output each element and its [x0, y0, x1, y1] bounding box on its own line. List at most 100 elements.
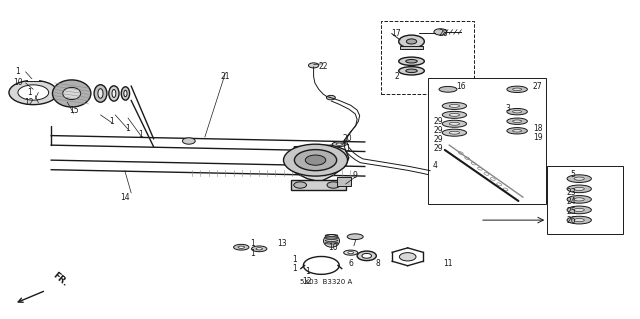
Circle shape [327, 182, 340, 188]
Text: 6: 6 [348, 259, 353, 268]
Text: 29: 29 [433, 117, 444, 126]
Ellipse shape [442, 129, 467, 136]
Ellipse shape [567, 185, 591, 193]
Ellipse shape [507, 118, 527, 124]
Bar [547, 166, 623, 234]
Text: 1: 1 [345, 144, 350, 153]
Ellipse shape [124, 90, 127, 97]
Ellipse shape [122, 87, 130, 100]
Text: 1: 1 [15, 67, 20, 76]
Text: 22: 22 [319, 63, 328, 71]
Text: 12: 12 [303, 277, 312, 286]
Ellipse shape [513, 130, 522, 132]
Ellipse shape [406, 59, 417, 63]
Ellipse shape [109, 86, 119, 101]
Circle shape [399, 35, 424, 48]
Circle shape [182, 138, 195, 144]
Ellipse shape [567, 216, 591, 224]
Ellipse shape [112, 90, 116, 98]
Ellipse shape [399, 57, 424, 65]
Bar [381, 21, 474, 94]
Text: 1: 1 [292, 255, 297, 263]
Ellipse shape [399, 67, 424, 75]
Ellipse shape [574, 198, 584, 201]
Text: 28: 28 [438, 29, 447, 38]
Text: 15: 15 [68, 106, 79, 115]
Text: 4: 4 [433, 161, 438, 170]
Ellipse shape [238, 246, 244, 248]
Text: 9: 9 [353, 171, 358, 180]
Text: 10: 10 [328, 243, 338, 252]
Text: 5: 5 [570, 170, 575, 179]
Ellipse shape [442, 102, 467, 109]
Circle shape [284, 144, 348, 176]
Ellipse shape [567, 175, 591, 182]
Circle shape [305, 155, 326, 165]
Text: 17: 17 [390, 29, 401, 38]
Ellipse shape [439, 86, 457, 92]
Circle shape [294, 150, 337, 171]
Text: 1: 1 [305, 267, 310, 276]
Text: 26: 26 [566, 216, 577, 225]
Ellipse shape [513, 88, 522, 91]
Text: 25: 25 [566, 207, 577, 216]
Text: 1: 1 [250, 249, 255, 258]
Circle shape [308, 63, 319, 68]
Ellipse shape [507, 128, 527, 134]
Bar [428, 78, 546, 204]
Ellipse shape [362, 253, 371, 258]
Ellipse shape [348, 234, 364, 240]
Circle shape [326, 95, 335, 100]
Circle shape [399, 253, 416, 261]
Ellipse shape [449, 113, 460, 116]
Text: 3: 3 [505, 104, 510, 113]
Ellipse shape [344, 250, 358, 255]
Text: 1: 1 [138, 130, 143, 139]
Text: 27: 27 [532, 82, 543, 91]
Text: 14: 14 [120, 193, 130, 202]
Text: 2: 2 [394, 72, 399, 81]
Ellipse shape [574, 177, 584, 180]
Text: 16: 16 [456, 82, 466, 91]
Polygon shape [291, 145, 349, 182]
Text: 29: 29 [433, 126, 444, 135]
Ellipse shape [574, 187, 584, 190]
Ellipse shape [332, 142, 346, 147]
Ellipse shape [94, 85, 107, 102]
Ellipse shape [323, 234, 339, 247]
Text: 23: 23 [566, 188, 577, 197]
Ellipse shape [357, 251, 376, 261]
Text: 1: 1 [109, 117, 115, 126]
Ellipse shape [234, 244, 249, 250]
Ellipse shape [507, 108, 527, 115]
Text: 20: 20 [342, 134, 353, 143]
Bar [337, 177, 351, 186]
Circle shape [294, 182, 307, 188]
Ellipse shape [449, 105, 460, 107]
Text: 5X03  B3320 A: 5X03 B3320 A [300, 279, 353, 285]
Text: 19: 19 [532, 133, 543, 142]
Ellipse shape [406, 69, 417, 73]
Text: 7: 7 [351, 239, 356, 248]
Text: 1: 1 [27, 88, 32, 97]
Text: 12: 12 [25, 98, 34, 107]
Text: FR.: FR. [51, 271, 70, 288]
Text: 8: 8 [375, 259, 380, 268]
Text: 1: 1 [292, 264, 297, 273]
Ellipse shape [336, 143, 342, 145]
Ellipse shape [449, 131, 460, 134]
Ellipse shape [513, 120, 522, 122]
Circle shape [9, 80, 58, 105]
Text: 13: 13 [276, 239, 287, 248]
Ellipse shape [348, 251, 354, 254]
Ellipse shape [52, 80, 91, 107]
Ellipse shape [256, 248, 262, 250]
Text: 24: 24 [566, 197, 577, 206]
Text: 1: 1 [250, 239, 255, 248]
Text: 11: 11 [444, 259, 452, 268]
Text: 1: 1 [125, 124, 131, 133]
Ellipse shape [507, 86, 527, 93]
Ellipse shape [449, 122, 460, 125]
Ellipse shape [567, 206, 591, 214]
Circle shape [18, 85, 49, 100]
